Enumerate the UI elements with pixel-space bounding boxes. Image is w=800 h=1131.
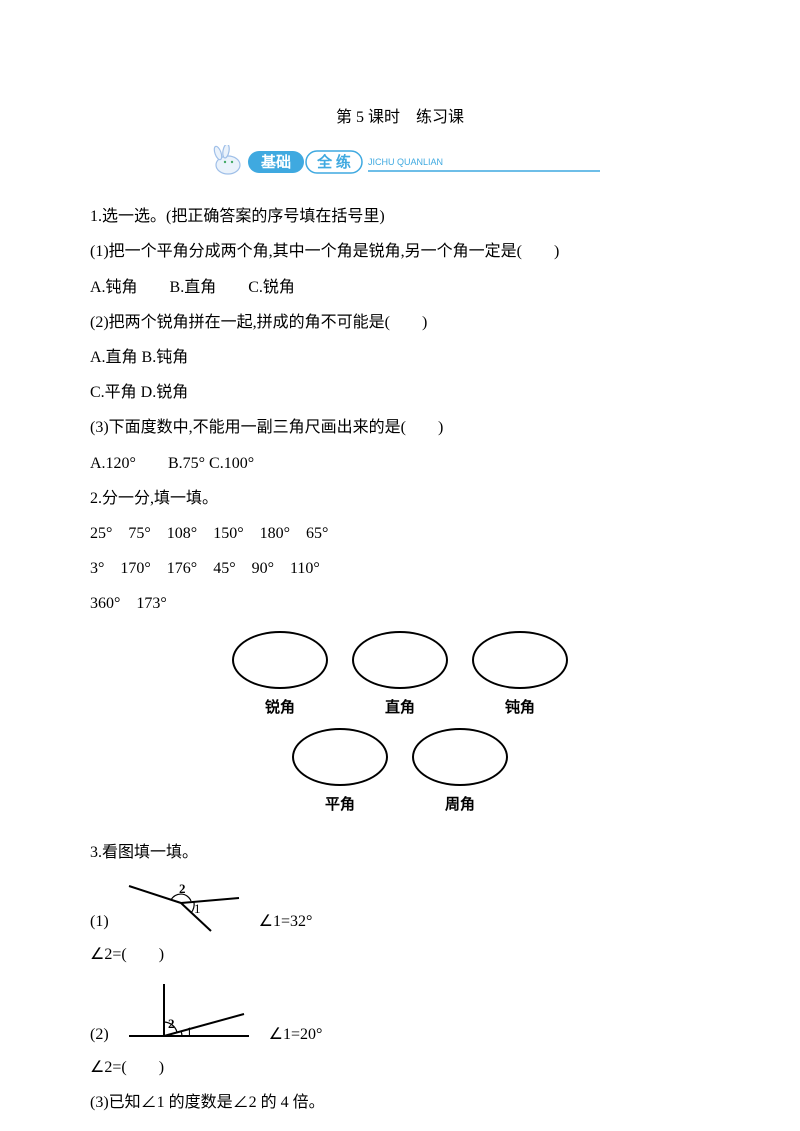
q3-p3: (3)已知∠1 的度数是∠2 的 4 倍。 — [90, 1085, 710, 1120]
banner-graphic: 基础 全 练 JICHU QUANLIAN — [190, 145, 610, 181]
q3-fig1-row: (1) 2 1 ∠1=32° — [90, 871, 710, 935]
q3-p2-given: ∠1=20° — [269, 1022, 323, 1048]
q3-p1-given: ∠1=32° — [259, 909, 313, 935]
q2-stem: 2.分一分,填一填。 — [90, 481, 710, 516]
q1-part2: (2)把两个锐角拼在一起,拼成的角不可能是( ) — [90, 305, 710, 340]
q2-row3: 360° 173° — [90, 586, 710, 621]
fig2-label-2: 2 — [168, 1016, 175, 1031]
q3-p2-prefix: (2) — [90, 1022, 109, 1048]
q3-figure-1: 2 1 — [119, 871, 249, 935]
page-title: 第 5 课时 练习课 — [90, 100, 710, 135]
oval-label-right: 直角 — [385, 691, 415, 724]
q3-p1-answer: ∠2=( ) — [90, 937, 710, 972]
q1-part2-options-1: A.直角 B.钝角 — [90, 340, 710, 375]
oval-obtuse: 钝角 — [472, 631, 568, 724]
banner-text-1: 基础 — [260, 153, 291, 171]
banner-pinyin: JICHU QUANLIAN — [368, 157, 443, 167]
oval-label-obtuse: 钝角 — [505, 691, 535, 724]
fig1-label-1: 1 — [194, 901, 201, 916]
q3-stem: 3.看图填一填。 — [90, 835, 710, 870]
oval-label-straight: 平角 — [325, 788, 355, 821]
q3-p2-answer: ∠2=( ) — [90, 1050, 710, 1085]
oval-label-acute: 锐角 — [265, 691, 295, 724]
ovals-diagram: 锐角 直角 钝角 平角 周角 — [90, 631, 710, 825]
q3-p1-prefix: (1) — [90, 909, 109, 935]
q2-row1: 25° 75° 108° 150° 180° 65° — [90, 516, 710, 551]
q1-stem: 1.选一选。(把正确答案的序号填在括号里) — [90, 199, 710, 234]
fig2-label-1: 1 — [186, 1024, 193, 1039]
banner-text-2: 全 练 — [316, 153, 351, 171]
fig1-label-2: 2 — [179, 881, 186, 896]
q1-part1: (1)把一个平角分成两个角,其中一个角是锐角,另一个角一定是( ) — [90, 234, 710, 269]
oval-full: 周角 — [412, 728, 508, 821]
q1-part2-options-2: C.平角 D.锐角 — [90, 375, 710, 410]
q3-fig2-row: (2) 2 1 ∠1=20° — [90, 978, 710, 1048]
q1-part3: (3)下面度数中,不能用一副三角尺画出来的是( ) — [90, 410, 710, 445]
q2-row2: 3° 170° 176° 45° 90° 110° — [90, 551, 710, 586]
oval-straight: 平角 — [292, 728, 388, 821]
oval-acute: 锐角 — [232, 631, 328, 724]
q1-part3-options: A.120° B.75° C.100° — [90, 446, 710, 481]
rabbit-icon — [213, 145, 240, 174]
section-banner: 基础 全 练 JICHU QUANLIAN — [90, 145, 710, 181]
oval-right: 直角 — [352, 631, 448, 724]
q1-part1-options: A.钝角 B.直角 C.锐角 — [90, 270, 710, 305]
oval-label-full: 周角 — [445, 788, 475, 821]
q3-figure-2: 2 1 — [119, 978, 259, 1048]
